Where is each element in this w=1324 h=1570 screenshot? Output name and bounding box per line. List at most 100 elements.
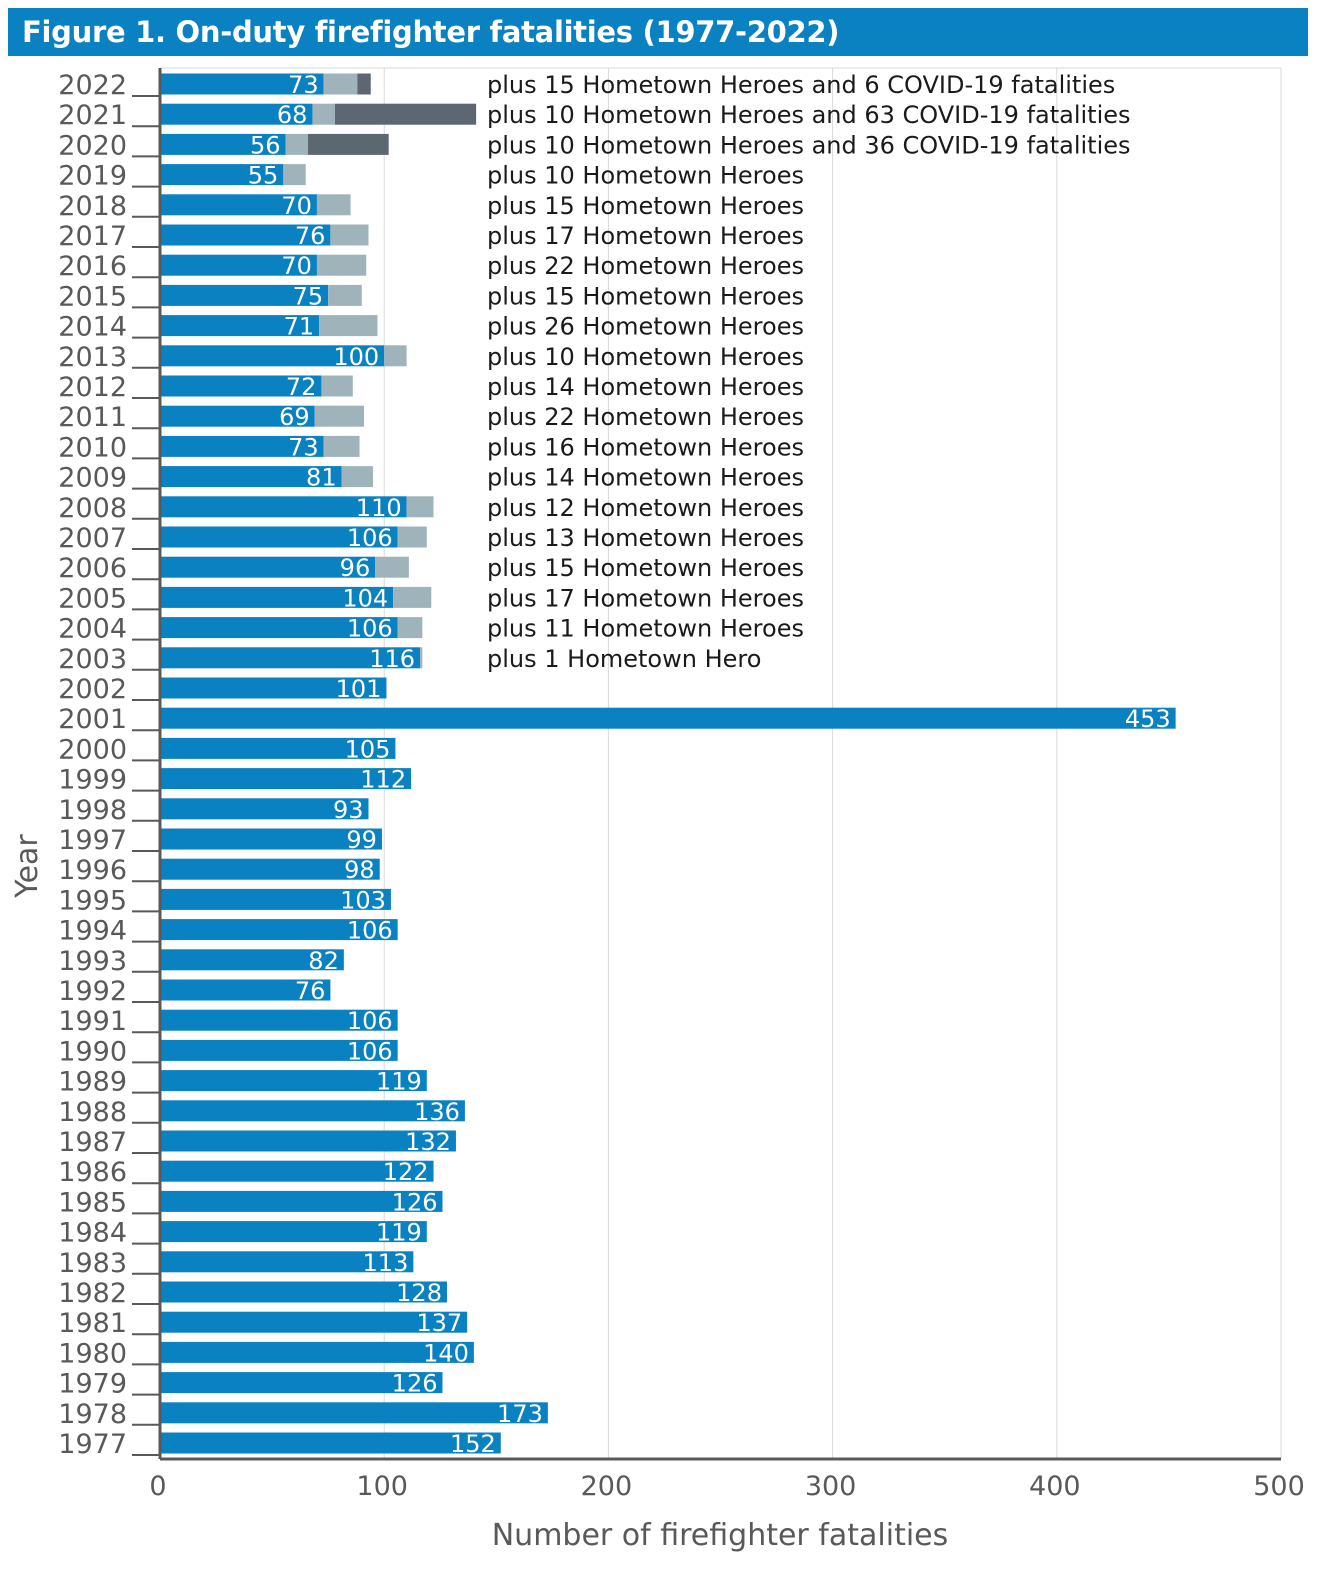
year-label-1982: 1982 <box>58 1278 127 1309</box>
bar-on-duty-1984 <box>160 1221 427 1243</box>
year-label-2021: 2021 <box>58 100 127 131</box>
bar-on-duty-2008 <box>160 496 407 518</box>
bar-on-duty-2017 <box>160 224 331 246</box>
value-label-1995: 103 <box>340 886 386 914</box>
bar-on-duty-1999 <box>160 768 412 790</box>
bar-on-duty-1993 <box>160 949 344 971</box>
bar-hometown-heroes-2016 <box>316 254 367 276</box>
annotation-2006: plus 15 Hometown Heroes <box>487 554 804 582</box>
bar-hometown-heroes-2019 <box>283 164 306 186</box>
bar-on-duty-2001 <box>160 707 1176 729</box>
year-label-2015: 2015 <box>58 281 127 312</box>
value-label-2020: 56 <box>250 131 281 159</box>
value-label-1987: 132 <box>405 1128 451 1156</box>
year-label-2013: 2013 <box>58 342 127 373</box>
value-label-2015: 75 <box>293 282 324 310</box>
bar-hometown-heroes-2004 <box>397 617 423 639</box>
bar-hometown-heroes-2020 <box>285 133 308 155</box>
axes <box>132 68 1281 1461</box>
value-label-2022: 73 <box>288 71 319 99</box>
year-label-1977: 1977 <box>58 1429 127 1460</box>
bar-on-duty-1983 <box>160 1251 414 1273</box>
bar-on-duty-2018 <box>160 194 317 216</box>
value-label-2012: 72 <box>286 373 317 401</box>
value-label-2003: 116 <box>369 645 415 673</box>
annotation-2022: plus 15 Hometown Heroes and 6 COVID-19 f… <box>487 71 1115 99</box>
year-label-1985: 1985 <box>58 1187 127 1218</box>
year-label-1998: 1998 <box>58 795 127 826</box>
year-label-2004: 2004 <box>58 614 127 645</box>
bar-on-duty-2019 <box>160 164 284 186</box>
x-tick-label-300: 300 <box>805 1471 857 1502</box>
value-label-2009: 81 <box>306 464 337 492</box>
year-label-1984: 1984 <box>58 1218 127 1249</box>
year-label-2010: 2010 <box>58 432 127 463</box>
value-label-1990: 106 <box>347 1037 393 1065</box>
x-tick-label-200: 200 <box>581 1471 633 1502</box>
bar-hometown-heroes-2012 <box>321 375 353 397</box>
value-label-2005: 104 <box>342 584 388 612</box>
bar-on-duty-2022 <box>160 73 324 95</box>
annotation-2015: plus 15 Hometown Heroes <box>487 282 804 310</box>
year-label-1986: 1986 <box>58 1157 127 1188</box>
year-label-1988: 1988 <box>58 1097 127 1128</box>
value-label-2007: 106 <box>347 524 393 552</box>
year-label-1981: 1981 <box>58 1308 127 1339</box>
value-label-2017: 76 <box>295 222 326 250</box>
bar-on-duty-1990 <box>160 1039 398 1061</box>
x-tick-label-0: 0 <box>149 1471 166 1502</box>
year-label-1987: 1987 <box>58 1127 127 1158</box>
annotation-2011: plus 22 Hometown Heroes <box>487 403 804 431</box>
value-label-2000: 105 <box>345 735 391 763</box>
bar-hometown-heroes-2022 <box>323 73 358 95</box>
bar-hometown-heroes-2021 <box>312 103 335 125</box>
year-label-2018: 2018 <box>58 191 127 222</box>
value-label-1993: 82 <box>308 947 339 975</box>
bar-on-duty-1981 <box>160 1311 468 1333</box>
bar-covid-2020 <box>307 133 389 155</box>
value-label-1983: 113 <box>363 1249 409 1277</box>
year-label-1999: 1999 <box>58 765 127 796</box>
bar-on-duty-2002 <box>160 677 387 699</box>
year-label-2011: 2011 <box>58 402 127 433</box>
value-label-2019: 55 <box>248 162 279 190</box>
year-label-1978: 1978 <box>58 1399 127 1430</box>
bar-on-duty-2005 <box>160 586 394 608</box>
year-label-2000: 2000 <box>58 734 127 765</box>
bar-on-duty-1979 <box>160 1372 443 1394</box>
year-label-1995: 1995 <box>58 885 127 916</box>
year-label-1994: 1994 <box>58 916 127 947</box>
bar-hometown-heroes-2003 <box>420 647 423 669</box>
value-label-1982: 128 <box>396 1279 442 1307</box>
annotation-2018: plus 15 Hometown Heroes <box>487 192 804 220</box>
bar-on-duty-2004 <box>160 617 398 639</box>
annotation-2016: plus 22 Hometown Heroes <box>487 252 804 280</box>
year-label-2002: 2002 <box>58 674 127 705</box>
gridlines <box>160 67 1282 1459</box>
value-label-1981: 137 <box>416 1309 462 1337</box>
year-label-2007: 2007 <box>58 523 127 554</box>
value-label-2013: 100 <box>333 343 379 371</box>
annotation-2019: plus 10 Hometown Heroes <box>487 162 804 190</box>
value-label-2010: 73 <box>288 433 319 461</box>
bar-on-duty-1991 <box>160 1009 398 1031</box>
value-label-1988: 136 <box>414 1098 460 1126</box>
bar-on-duty-1989 <box>160 1070 427 1092</box>
value-label-1980: 140 <box>423 1339 469 1367</box>
bar-hometown-heroes-2013 <box>384 345 407 367</box>
bar-hometown-heroes-2017 <box>330 224 369 246</box>
year-label-2006: 2006 <box>58 553 127 584</box>
bar-on-duty-1998 <box>160 798 369 820</box>
bar-on-duty-1992 <box>160 979 331 1001</box>
value-label-2011: 69 <box>279 403 310 431</box>
value-label-2001: 453 <box>1125 705 1171 733</box>
annotation-2017: plus 17 Hometown Heroes <box>487 222 804 250</box>
year-label-2017: 2017 <box>58 221 127 252</box>
bar-on-duty-2020 <box>160 133 286 155</box>
value-label-2021: 68 <box>277 101 308 129</box>
value-label-2002: 101 <box>336 675 382 703</box>
year-label-1992: 1992 <box>58 976 127 1007</box>
value-label-1992: 76 <box>295 977 326 1005</box>
value-label-1979: 126 <box>392 1370 438 1398</box>
